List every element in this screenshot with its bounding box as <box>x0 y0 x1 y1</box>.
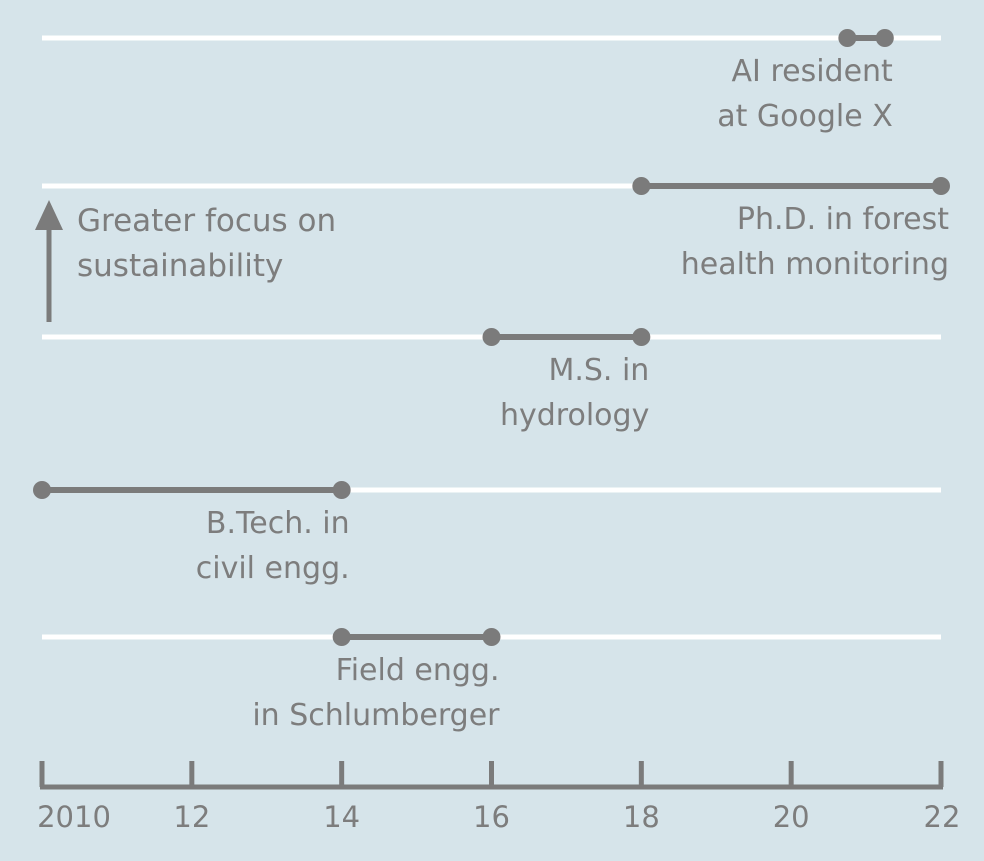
x-axis-tick-label: 16 <box>473 800 510 834</box>
timeline-lane: AI resident at Google X <box>42 29 941 134</box>
x-axis-tick-label: 12 <box>173 800 210 834</box>
span-label-line: at Google X <box>717 99 893 134</box>
x-axis-tick-label: 20 <box>773 800 810 834</box>
span-end-dot <box>482 628 501 646</box>
lanes: AI resident at Google X Ph.D. in forest hea… <box>33 29 950 733</box>
span-start-dot <box>332 628 351 646</box>
x-axis-tick-label: 2010 <box>37 800 111 834</box>
annotation-text: Greater focus on sustainability <box>77 203 336 284</box>
timeline-lane: M.S. in hydrology <box>42 328 941 433</box>
span-label-line: M.S. in <box>548 353 649 388</box>
span-end-dot <box>932 177 950 195</box>
span-end-dot <box>875 29 894 47</box>
span-start-dot <box>838 29 857 47</box>
span-label-line: in Schlumberger <box>252 698 500 733</box>
timeline-lane: Field engg. in Schlumberger <box>42 628 941 733</box>
x-axis: 2010 12 14 16 18 20 22 <box>37 761 960 834</box>
span-start-dot <box>33 481 51 499</box>
span-label-line: civil engg. <box>196 551 350 586</box>
span-end-dot <box>332 481 351 499</box>
span-label: AI resident at Google X <box>717 54 893 134</box>
annotation-line: Greater focus on <box>77 203 336 239</box>
timeline-lane: B.Tech. in civil engg. <box>33 481 941 586</box>
span-label: B.Tech. in civil engg. <box>196 506 350 586</box>
span-label: Ph.D. in forest health monitoring <box>681 202 950 282</box>
span-start-dot <box>632 177 651 195</box>
timeline-lane: Ph.D. in forest health monitoring <box>42 177 950 282</box>
up-arrow-icon <box>35 200 63 230</box>
span-label-line: health monitoring <box>681 247 949 282</box>
x-axis-tick-label: 22 <box>924 800 961 834</box>
span-label: Field engg. in Schlumberger <box>252 653 500 733</box>
x-axis-tick-label: 18 <box>623 800 660 834</box>
span-label-line: Ph.D. in forest <box>737 202 949 237</box>
annotation-line: sustainability <box>77 248 283 284</box>
x-axis-tick-label: 14 <box>323 800 360 834</box>
span-label: M.S. in hydrology <box>500 353 649 433</box>
span-label-line: B.Tech. in <box>206 506 350 541</box>
span-end-dot <box>632 328 651 346</box>
span-start-dot <box>482 328 501 346</box>
span-label-line: Field engg. <box>336 653 500 688</box>
span-label-line: hydrology <box>500 398 649 433</box>
span-label-line: AI resident <box>732 54 894 89</box>
sustainability-annotation: Greater focus on sustainability <box>35 200 336 322</box>
